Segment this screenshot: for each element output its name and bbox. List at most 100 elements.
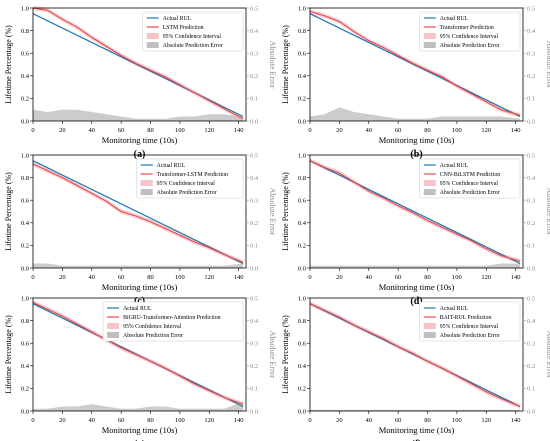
legend-label: 95% Confidence Interval	[440, 33, 499, 40]
x-tick-label: 140	[511, 417, 521, 424]
y-tick-label: 0.4	[21, 220, 30, 227]
x-tick-label: 140	[234, 274, 244, 281]
y-axis-label: Lifetime Percentage (%)	[281, 172, 290, 251]
x-tick-label: 40	[366, 274, 373, 281]
y-tick-label: 1.0	[298, 5, 306, 12]
legend-label: Actual RUL	[157, 163, 186, 169]
legend-label: Transformer-LSTM Prediction	[157, 171, 228, 178]
y2-tick-label: 0.2	[250, 73, 258, 80]
legend-label: Actual RUL	[123, 306, 152, 312]
x-tick-label: 120	[204, 127, 214, 134]
absolute-error-area	[310, 263, 521, 268]
prediction-line	[309, 303, 521, 408]
x-axis-label: Monitoring time (10s)	[102, 425, 178, 435]
legend-swatch-confidence	[107, 323, 120, 329]
y2-tick-label: 0.0	[250, 408, 258, 415]
absolute-error-area	[310, 107, 521, 121]
x-tick-label: 100	[175, 127, 185, 134]
y2-tick-label: 0.3	[250, 341, 258, 348]
y2-axis-label: Absolute Error	[268, 331, 277, 379]
legend-swatch-confidence	[146, 33, 159, 39]
x-tick-label: 80	[424, 274, 431, 281]
x-tick-label: 20	[336, 417, 343, 424]
x-tick-label: 40	[89, 274, 96, 281]
x-tick-label: 20	[336, 274, 343, 281]
y-tick-label: 0.0	[21, 265, 29, 272]
y2-tick-label: 0.0	[527, 408, 535, 415]
plot-frame	[32, 154, 247, 269]
legend-swatch-error	[107, 332, 120, 338]
y2-axis-label: Absolute Error	[545, 188, 550, 236]
x-tick-label: 60	[118, 417, 125, 424]
y2-tick-label: 0.5	[250, 152, 258, 159]
x-tick-label: 80	[147, 274, 154, 281]
x-tick-label: 20	[59, 274, 66, 281]
chart-panel-2: 0 20 40 60 80 100 120 140 0.0 0.2 0.4 0.6 0.8 1.0 0.0 0…	[281, 5, 550, 160]
legend-swatch-confidence	[140, 180, 153, 186]
legend-box	[419, 301, 521, 342]
y-tick-label: 0.6	[21, 198, 30, 205]
x-tick-label: 40	[366, 417, 373, 424]
y2-axis-label: Absolute Error	[545, 41, 550, 89]
x-axis-label: Monitoring time (10s)	[379, 425, 455, 435]
y2-tick-label: 0.4	[250, 318, 259, 325]
x-tick-label: 60	[118, 127, 125, 134]
y-tick-label: 0.8	[21, 175, 29, 182]
y-tick-label: 0.8	[21, 28, 29, 35]
y2-tick-label: 0.3	[527, 198, 535, 205]
y2-tick-label: 0.2	[527, 220, 535, 227]
legend-label: CNN-BiLSTM Prediction	[440, 172, 500, 178]
confidence-band	[33, 161, 244, 265]
chart-panel-6: 0 20 40 60 80 100 120 140 0.0 0.2 0.4 0.6 0.8 1.0 0.0 0…	[281, 295, 550, 441]
x-axis-label: Monitoring time (10s)	[379, 135, 455, 145]
prediction-line	[309, 160, 521, 262]
y-tick-label: 1.0	[21, 5, 29, 12]
y2-tick-label: 0.5	[250, 5, 258, 12]
legend-swatch-error	[423, 42, 436, 48]
y2-tick-label: 0.3	[527, 341, 535, 348]
y-tick-label: 1.0	[21, 152, 29, 159]
y-tick-label: 0.8	[298, 28, 306, 35]
x-tick-label: 100	[175, 274, 185, 281]
x-tick-label: 80	[424, 417, 431, 424]
x-tick-label: 120	[481, 274, 491, 281]
y2-axis-label: Absolute Error	[268, 41, 277, 89]
y-tick-label: 0.2	[298, 96, 306, 103]
confidence-band	[33, 300, 244, 407]
y2-tick-label: 0.0	[527, 118, 535, 125]
legend-label: 95% Confidence Interval	[440, 180, 499, 187]
y-tick-label: 0.4	[21, 363, 30, 370]
x-tick-label: 20	[336, 127, 343, 134]
y2-axis-label: Absolute Error	[268, 188, 277, 236]
x-tick-label: 60	[395, 417, 402, 424]
y2-tick-label: 0.4	[250, 28, 259, 35]
chart-panel-1: 0 20 40 60 80 100 120 140 0.0 0.2 0.4 0.6 0.8 1.0 0.0 0…	[4, 5, 277, 160]
legend-label: Transformer Prediction	[440, 24, 494, 31]
panel-label: (b)	[410, 149, 422, 160]
actual-rul-line	[309, 160, 521, 265]
x-tick-label: 0	[308, 127, 311, 134]
legend-swatch-error	[146, 42, 159, 48]
x-tick-label: 140	[511, 274, 521, 281]
chart-panel-3: 0 20 40 60 80 100 120 140 0.0 0.2 0.4 0.6 0.8 1.0 0.0 0…	[4, 152, 277, 307]
y2-tick-label: 0.0	[250, 265, 258, 272]
x-tick-label: 120	[204, 417, 214, 424]
x-axis-label: Monitoring time (10s)	[102, 135, 178, 145]
legend-label: Actual RUL	[440, 16, 469, 22]
actual-rul-line	[309, 13, 521, 118]
legend-swatch-error	[423, 189, 436, 195]
legend-label: 95% Confidence Interval	[163, 33, 222, 40]
y2-tick-label: 0.5	[250, 295, 258, 302]
y2-tick-label: 0.1	[527, 386, 535, 393]
absolute-error-area	[33, 109, 244, 121]
y-tick-label: 0.0	[21, 118, 29, 125]
legend-label: Absolute Prediction Error	[123, 333, 183, 339]
chart-panel-4: 0 20 40 60 80 100 120 140 0.0 0.2 0.4 0.6 0.8 1.0 0.0 0…	[281, 152, 550, 307]
x-tick-label: 20	[59, 417, 66, 424]
y-tick-label: 0.8	[298, 318, 306, 325]
y-tick-label: 0.6	[21, 51, 30, 58]
legend-box	[419, 158, 521, 199]
y-tick-label: 0.0	[298, 265, 306, 272]
chart-panel-5: 0 20 40 60 80 100 120 140 0.0 0.2 0.4 0.6 0.8 1.0 0.0 0…	[4, 295, 277, 441]
y2-tick-label: 0.5	[527, 5, 535, 12]
